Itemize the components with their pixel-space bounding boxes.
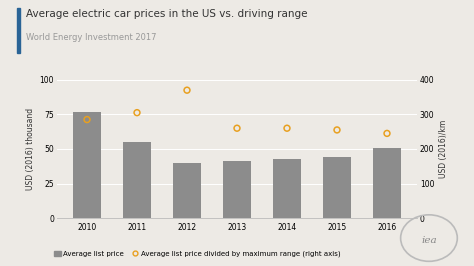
Bar xyxy=(73,112,101,218)
Bar xyxy=(173,163,201,218)
Point xyxy=(383,131,391,136)
Text: iea: iea xyxy=(421,236,437,245)
Point xyxy=(233,126,241,130)
Text: World Energy Investment 2017: World Energy Investment 2017 xyxy=(26,33,156,42)
Point xyxy=(283,126,291,130)
Bar xyxy=(273,159,301,218)
Point xyxy=(183,88,191,92)
Bar xyxy=(123,142,151,218)
Point xyxy=(133,111,141,115)
Bar xyxy=(373,148,401,218)
Bar xyxy=(223,161,251,218)
Y-axis label: USD (2016) thousand: USD (2016) thousand xyxy=(27,108,36,190)
Point xyxy=(83,118,91,122)
Legend: Average list price, Average list price divided by maximum range (right axis): Average list price, Average list price d… xyxy=(51,248,343,260)
Point xyxy=(333,128,341,132)
Text: Average electric car prices in the US vs. driving range: Average electric car prices in the US vs… xyxy=(26,9,308,19)
Bar xyxy=(323,157,351,218)
Y-axis label: USD (2016)/km: USD (2016)/km xyxy=(439,120,447,178)
